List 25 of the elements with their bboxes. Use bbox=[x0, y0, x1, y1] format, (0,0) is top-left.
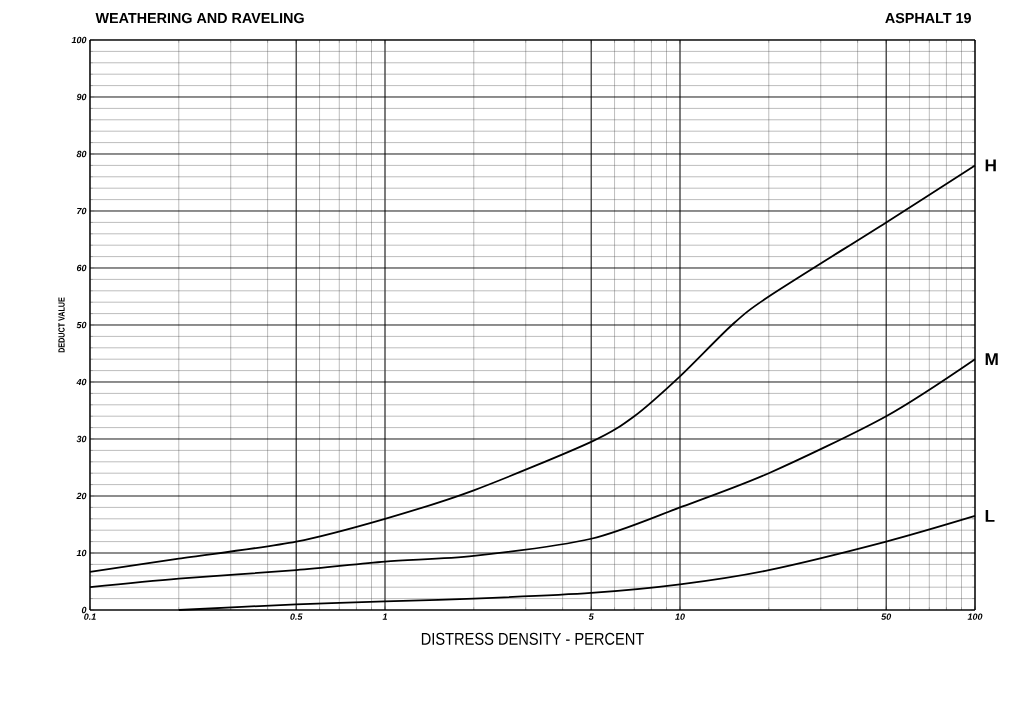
y-axis-title: DEDUCT VALUE bbox=[58, 297, 65, 353]
x-axis-title: DISTRESS DENSITY - PERCENT bbox=[421, 632, 644, 645]
y-tick-label: 50 bbox=[76, 321, 87, 329]
legend-label: L bbox=[985, 510, 995, 522]
y-tick-label: 90 bbox=[76, 93, 87, 101]
y-tick-label: 60 bbox=[76, 264, 87, 272]
chart-title: WEATHERING AND RAVELING bbox=[95, 12, 304, 24]
chart-subtitle: ASPHALT 19 bbox=[885, 12, 971, 24]
y-tick-label: 100 bbox=[71, 36, 87, 44]
y-tick-label: 20 bbox=[76, 492, 87, 500]
y-tick-label: 80 bbox=[76, 150, 87, 158]
x-tick-label: 1 bbox=[382, 613, 388, 620]
x-tick-label: 0.1 bbox=[84, 613, 96, 620]
x-tick-label: 100 bbox=[967, 613, 983, 620]
y-tick-label: 70 bbox=[77, 207, 87, 215]
y-tick-label: 30 bbox=[76, 435, 87, 443]
x-tick-label: 50 bbox=[881, 613, 892, 620]
y-tick-label: 40 bbox=[76, 378, 87, 386]
x-tick-label: 0.5 bbox=[290, 613, 303, 620]
x-tick-label: 10 bbox=[675, 613, 685, 620]
x-tick-label: 5 bbox=[588, 613, 594, 620]
legend-label: M bbox=[985, 353, 998, 366]
y-tick-label: 10 bbox=[76, 549, 87, 557]
y-tick-label: 0 bbox=[81, 606, 87, 614]
legend-label: H bbox=[985, 159, 996, 172]
